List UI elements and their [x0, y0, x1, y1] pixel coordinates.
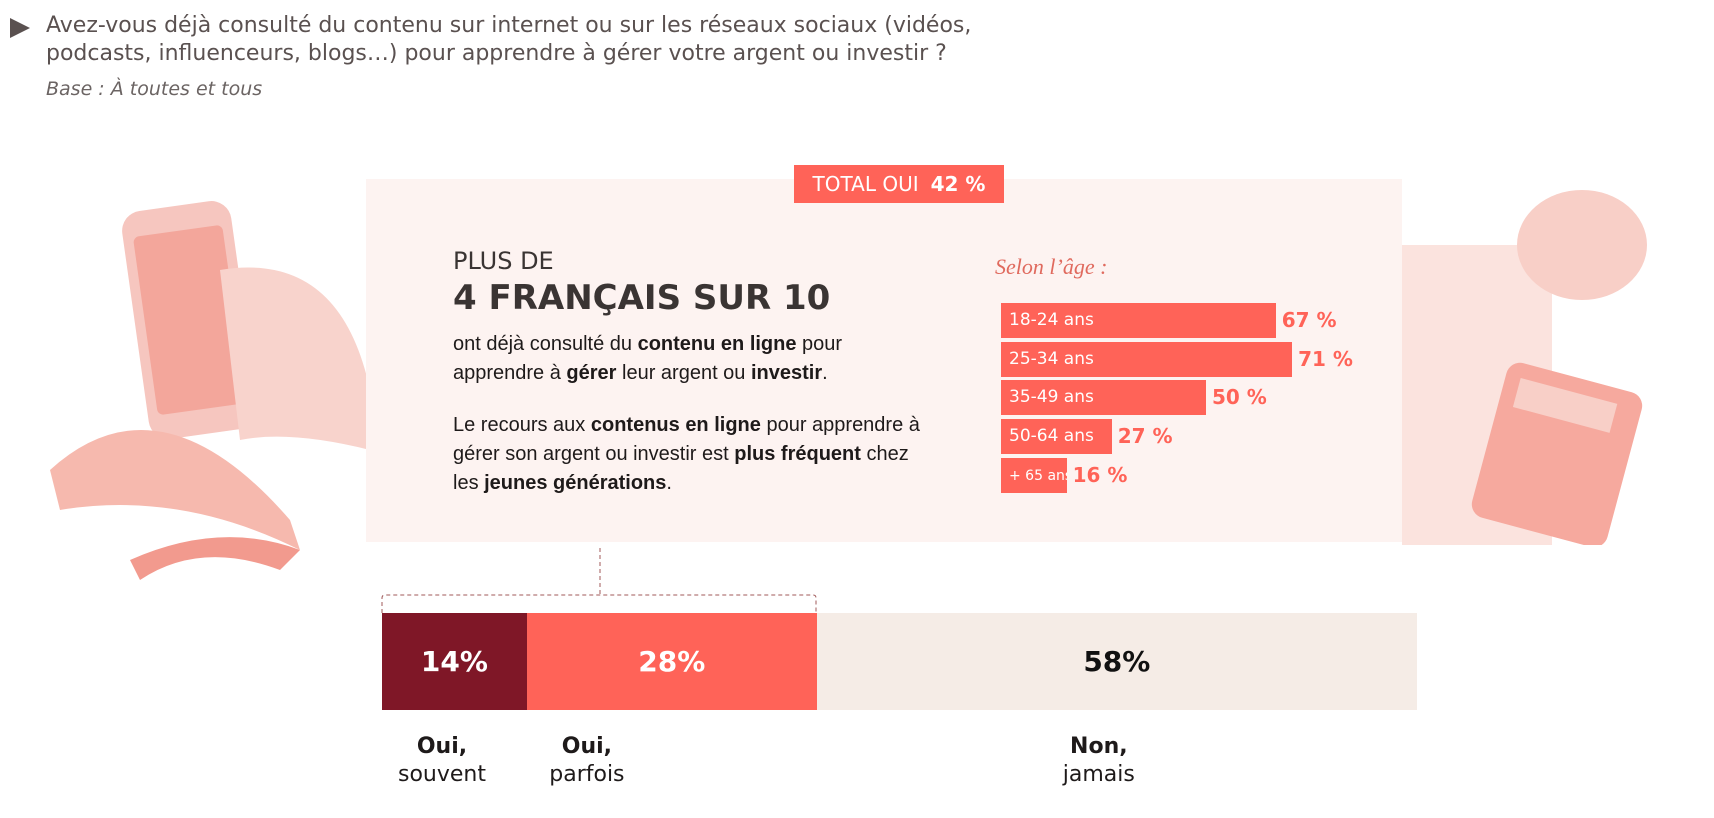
text-segment: ont déjà consulté du: [453, 333, 638, 355]
legend-line: Oui,: [561, 734, 613, 759]
bar: 25-34 ans: [1001, 341, 1293, 377]
text-segment: Le recours aux: [453, 414, 591, 436]
text-segment: investir: [750, 362, 823, 384]
text-segment: contenu en ligne: [637, 333, 797, 355]
category-label: 35-49 ans: [1009, 387, 1094, 408]
bar-segment: 28%: [526, 613, 817, 710]
headline: 4 FRANÇAIS SUR 10: [453, 278, 831, 318]
text-segment: gérer: [566, 362, 617, 384]
bar-segment: 14%: [382, 613, 527, 710]
text-segment: leur argent ou: [616, 362, 751, 384]
text-segment: chez les: [453, 443, 909, 494]
legend-line: souvent: [398, 762, 486, 787]
bar: + 65 ans: [1001, 457, 1067, 493]
total-label: TOTAL OUI: [812, 172, 919, 196]
value-label: 28%: [638, 645, 706, 678]
category-label: + 65 ans: [1009, 467, 1067, 484]
text-segment: contenus en ligne: [590, 414, 761, 436]
legend-label: Oui, parfois: [487, 733, 687, 789]
legend-line: Oui,: [416, 734, 468, 759]
value-label: 71 %: [1298, 346, 1353, 371]
kicker: PLUS DE: [453, 247, 554, 275]
legend-line: jamais: [1062, 762, 1135, 787]
illustration-phone-book: [50, 201, 370, 580]
legend-label: Oui, souvent: [342, 733, 542, 789]
bar: 50-64 ans: [1001, 419, 1112, 455]
total-badge: TOTAL OUI 42 %: [794, 165, 1004, 203]
bar: 18-24 ans: [1001, 303, 1276, 338]
bar-segment: 58%: [816, 613, 1417, 710]
legend-line: parfois: [549, 762, 625, 787]
paragraph: Le recours aux contenus en ligne pour ap…: [453, 411, 933, 498]
value-label: 27 %: [1117, 424, 1173, 449]
text-segment: plus fréquent: [734, 443, 861, 465]
total-value: 42 %: [930, 172, 986, 196]
category-label: 50-64 ans: [1009, 426, 1094, 447]
category-label: 18-24 ans: [1009, 310, 1094, 330]
legend-label: Non, jamais: [999, 733, 1199, 789]
subtitle: Base : À toutes et tous: [46, 78, 263, 100]
legend-line: Non,: [1070, 734, 1128, 759]
text-segment: pour apprendre à gérer son argent ou inv…: [453, 414, 920, 465]
text-segment: pour apprendre à: [453, 333, 843, 384]
text-segment: .: [666, 472, 672, 494]
text-segment: .: [822, 362, 828, 384]
text-segment: jeunes générations: [484, 472, 667, 494]
bullet-icon: [10, 18, 30, 38]
paragraph: ont déjà consulté du contenu en ligne po…: [453, 330, 933, 388]
chart-title: Selon l’âge :: [995, 254, 1108, 279]
illustration-calculator-piggy: [1402, 190, 1647, 545]
bar: 35-49 ans: [1001, 380, 1206, 416]
value-label: 67 %: [1281, 308, 1337, 332]
title: Avez-vous déjà consulté du contenu sur i…: [46, 13, 972, 66]
connector: [381, 548, 817, 613]
value-label: 58%: [1083, 645, 1151, 678]
value-label: 50 %: [1212, 385, 1267, 410]
value-label: 16 %: [1072, 462, 1128, 487]
value-label: 14%: [420, 645, 488, 678]
category-label: 25-34 ans: [1009, 348, 1094, 369]
